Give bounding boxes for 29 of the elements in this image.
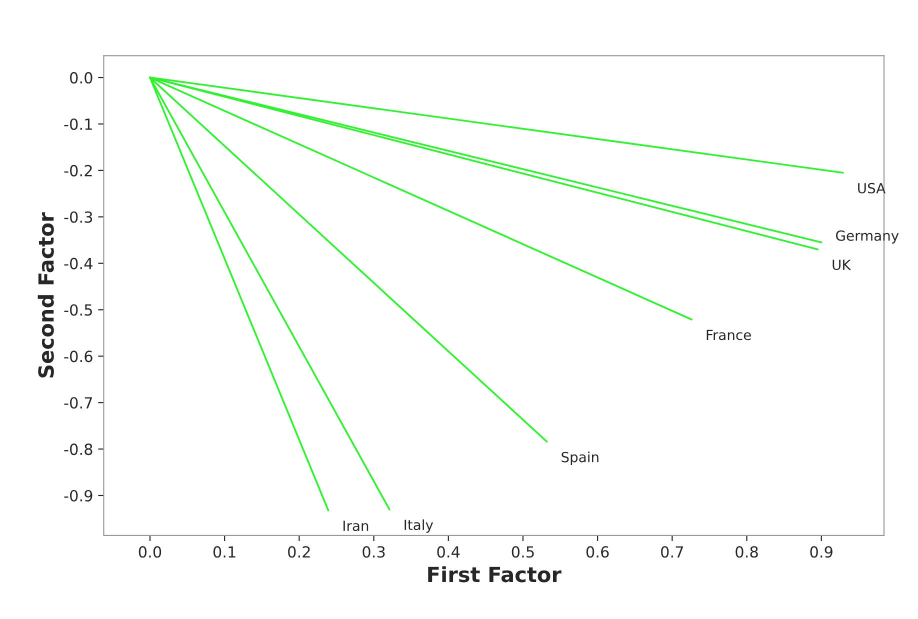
- series-label: Spain: [562, 452, 598, 466]
- y-tick-label: 0.0: [70, 72, 92, 84]
- y-tick-label: -0.4: [64, 258, 92, 270]
- x-tick-label: 0.6: [586, 546, 609, 558]
- x-tick-label: 0.8: [736, 546, 758, 558]
- series-label: UK: [832, 260, 852, 270]
- x-tick-label: 0.4: [437, 546, 460, 558]
- y-tick-label: -0.1: [64, 118, 92, 130]
- series-label: Italy: [404, 519, 434, 533]
- y-tick-label: -0.6: [64, 350, 92, 362]
- x-axis-title: First Factor: [428, 566, 562, 582]
- x-tick-label: 0.2: [288, 546, 310, 558]
- y-tick-label: -0.7: [64, 397, 92, 409]
- series-label: USA: [858, 182, 886, 194]
- series-label: France: [706, 330, 751, 340]
- y-tick-label: -0.9: [64, 490, 92, 502]
- y-tick-label: -0.5: [64, 304, 92, 316]
- series-label: Iran: [344, 520, 368, 532]
- x-tick-label: 0.0: [138, 546, 162, 558]
- x-tick-label: 0.1: [213, 546, 236, 558]
- y-axis-title: Second Factor: [38, 212, 54, 378]
- series-label: Germany: [836, 230, 899, 244]
- x-tick-label: 0.7: [661, 546, 684, 558]
- y-tick-label: -0.2: [64, 164, 92, 176]
- x-tick-label: 0.3: [362, 546, 385, 558]
- x-tick-label: 0.5: [512, 546, 534, 558]
- y-tick-label: -0.8: [64, 444, 92, 456]
- x-tick-label: 0.9: [810, 546, 832, 558]
- y-tick-label: -0.3: [64, 211, 92, 223]
